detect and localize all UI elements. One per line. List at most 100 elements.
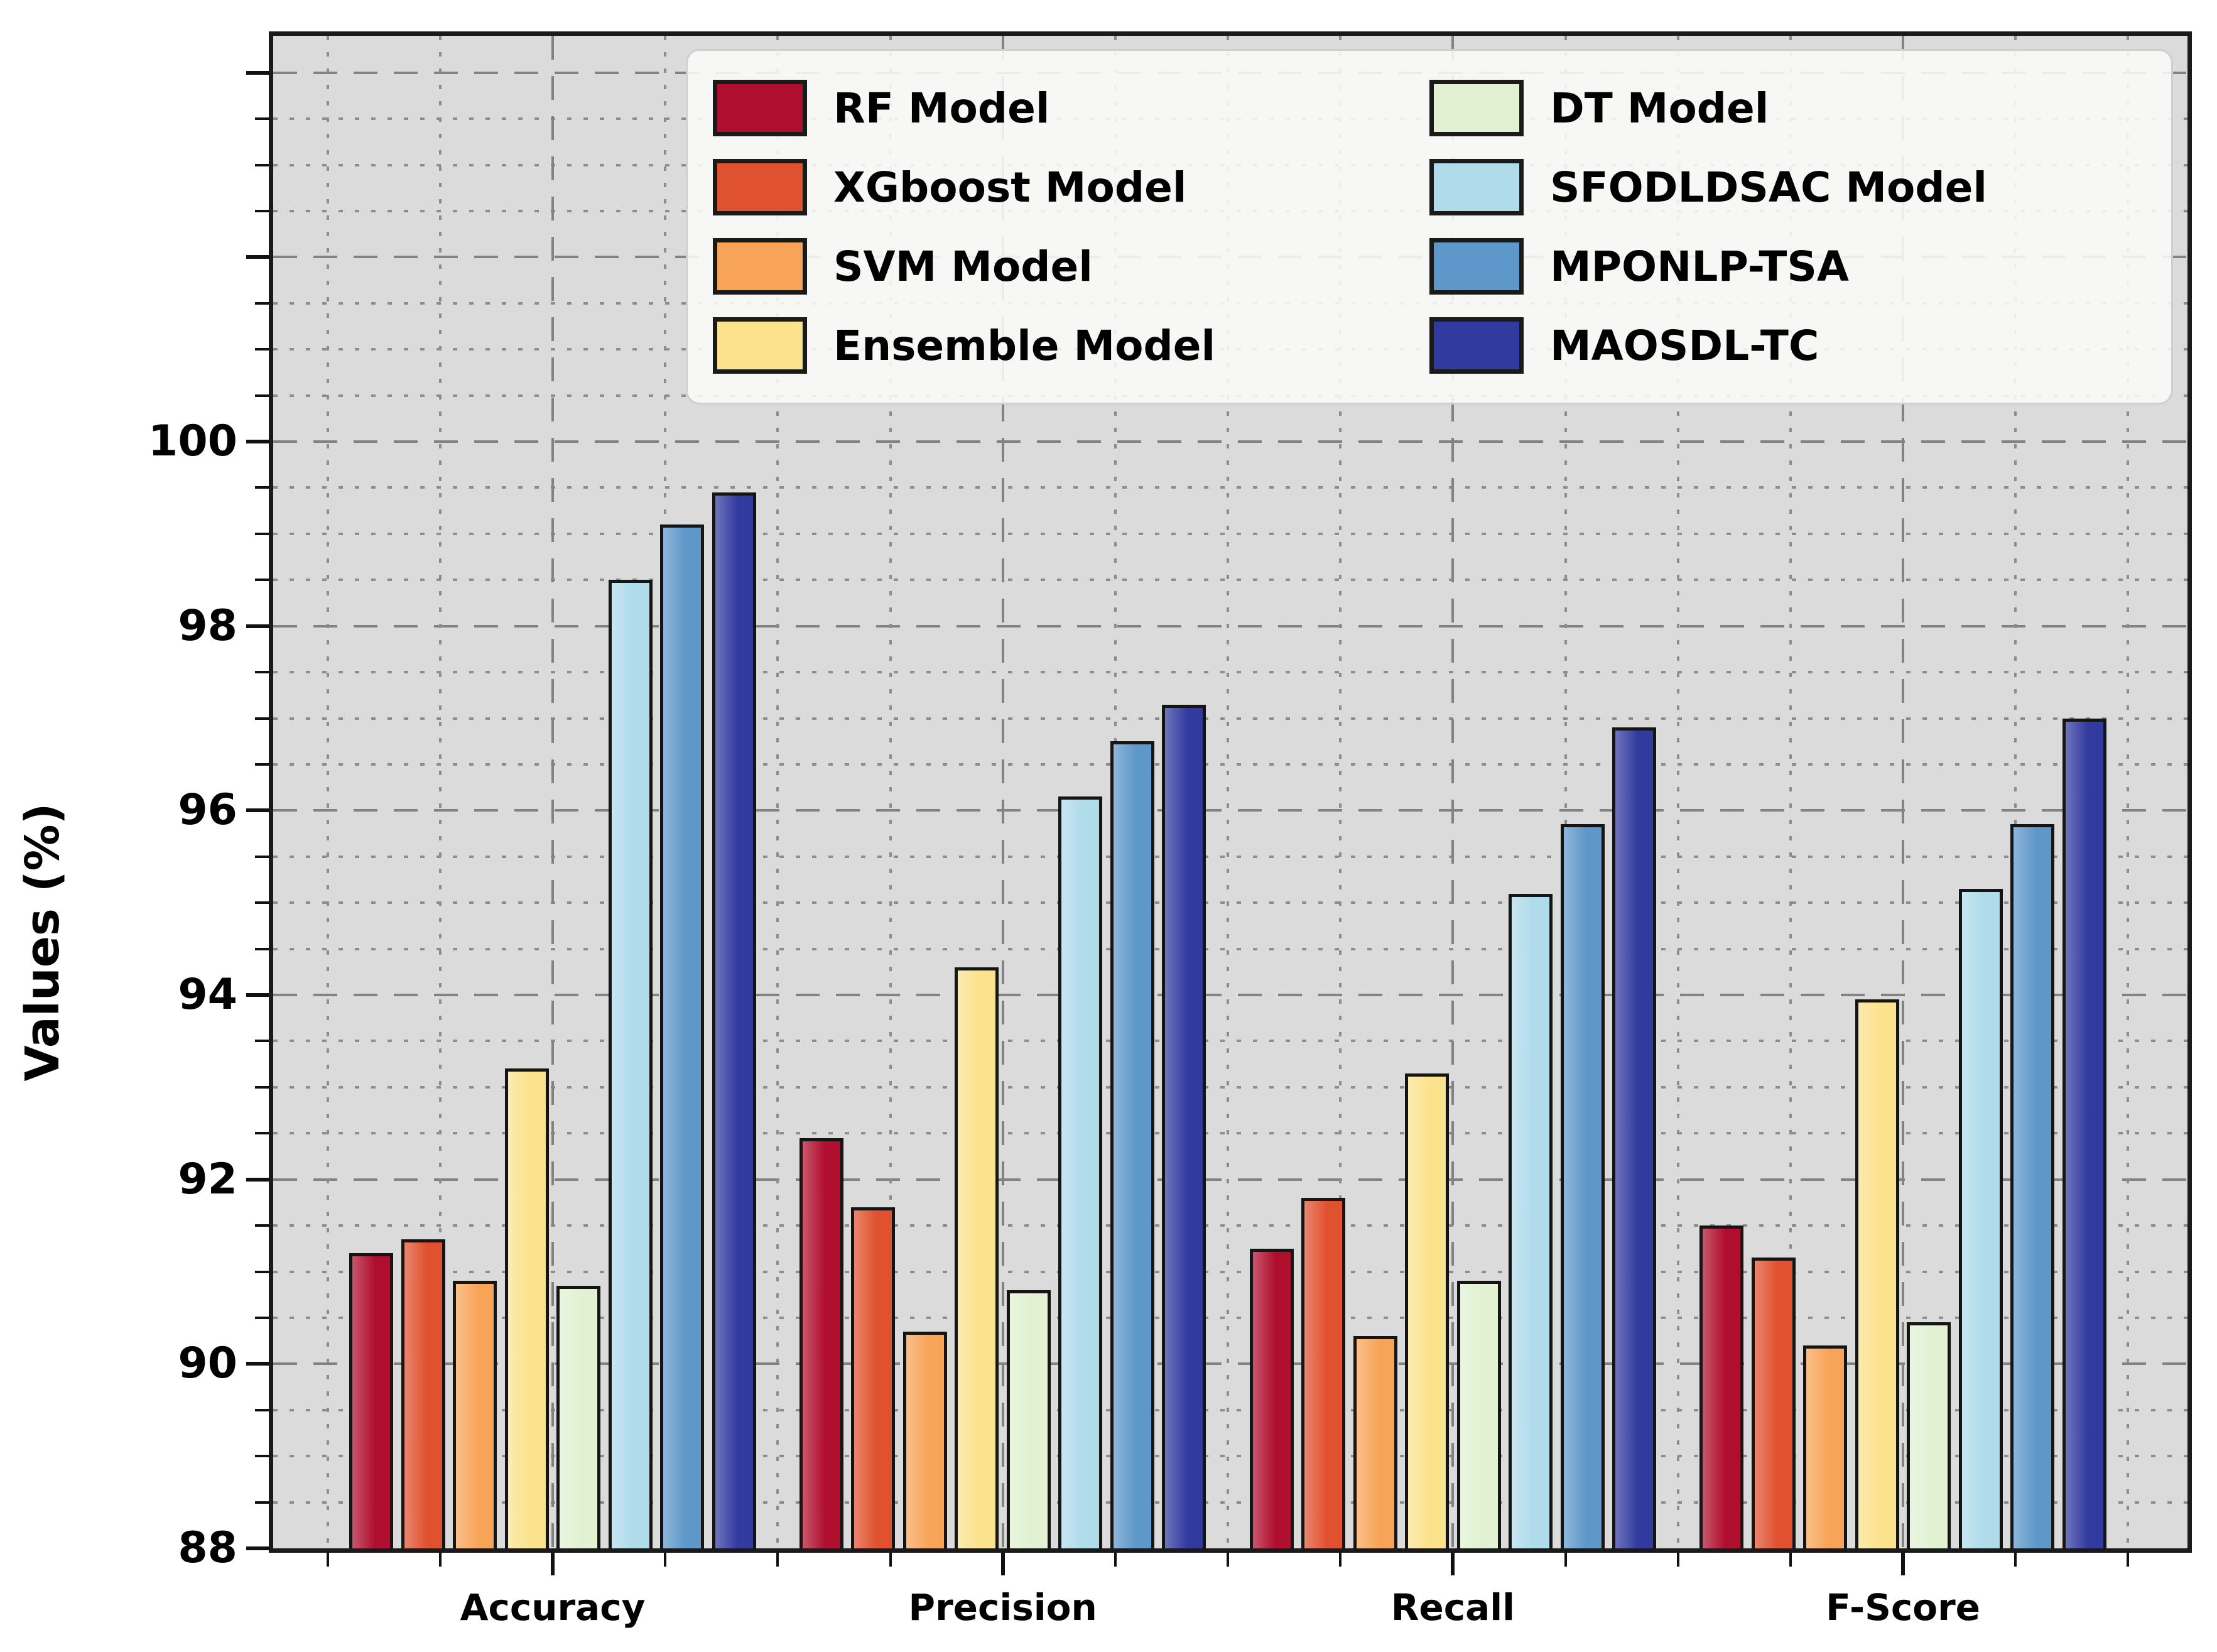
legend-item-xgboost-model: XGboost Model: [713, 148, 1429, 227]
bar-rf-model-accuracy: [349, 1253, 394, 1548]
bar-highlight: [1703, 1229, 1741, 1548]
y-axis-minor-tick: [255, 394, 269, 397]
y-tick-label: 96: [178, 785, 237, 835]
gridline-minor-horizontal: [273, 1455, 2187, 1458]
y-axis-major-tick: [246, 255, 269, 259]
gridline-minor-horizontal: [273, 1316, 2187, 1319]
bar-highlight: [1460, 1284, 1498, 1548]
legend-label: DT Model: [1550, 84, 1769, 133]
y-axis-minor-tick: [255, 1455, 269, 1458]
gridline-major-vertical: [551, 36, 554, 1548]
bar-sfodldsac-model-f-score: [1958, 889, 2003, 1548]
legend-item-sfodldsac-model: SFODLDSAC Model: [1429, 148, 2146, 227]
x-axis-minor-tick: [1676, 1553, 1679, 1567]
x-tick-label-accuracy: Accuracy: [460, 1586, 646, 1629]
legend-color-swatch: [1429, 238, 1524, 295]
bar-xgboost-model-recall: [1301, 1198, 1346, 1548]
y-axis-minor-tick: [255, 855, 269, 858]
legend-label: XGboost Model: [833, 163, 1187, 212]
gridline-minor-vertical: [889, 36, 892, 1548]
y-axis-minor-tick: [255, 717, 269, 720]
legend-label: MAOSDL-TC: [1550, 321, 1819, 370]
bar-mponlp-tsa-accuracy: [660, 524, 705, 1548]
legend-color-swatch: [1429, 317, 1524, 374]
gridline-minor-horizontal: [273, 1224, 2187, 1227]
bar-dt-model-precision: [1006, 1290, 1051, 1548]
bar-highlight: [611, 583, 649, 1548]
x-axis-major-tick: [1000, 1553, 1005, 1575]
bar-highlight: [404, 1242, 442, 1548]
gridline-minor-horizontal: [273, 486, 2187, 489]
bar-rf-model-precision: [799, 1138, 843, 1548]
gridline-minor-vertical: [1564, 36, 1567, 1548]
gridline-minor-horizontal: [273, 763, 2187, 766]
gridline-minor-horizontal: [273, 901, 2187, 905]
bar-maosdl-tc-f-score: [2062, 718, 2106, 1548]
bar-svm-model-f-score: [1803, 1345, 1848, 1548]
bar-highlight: [1061, 800, 1100, 1548]
y-axis-minor-tick: [255, 1085, 269, 1089]
gridline-minor-vertical: [1227, 36, 1230, 1548]
y-axis-minor-tick: [255, 901, 269, 905]
bar-xgboost-model-f-score: [1751, 1258, 1796, 1548]
bar-mponlp-tsa-recall: [1560, 824, 1605, 1548]
bar-highlight: [1615, 731, 1654, 1548]
bar-highlight: [352, 1256, 391, 1548]
y-tick-label: 98: [178, 600, 237, 651]
legend-color-swatch: [713, 159, 807, 215]
legend-color-swatch: [713, 317, 807, 374]
bar-highlight: [802, 1141, 840, 1548]
bar-highlight: [1858, 1003, 1896, 1548]
y-axis-title: Values (%): [16, 803, 70, 1082]
legend-color-swatch: [713, 80, 807, 136]
gridline-minor-horizontal: [273, 1132, 2187, 1135]
gridline-minor-horizontal: [273, 1501, 2187, 1504]
bar-xgboost-model-accuracy: [401, 1239, 445, 1548]
bar-highlight: [1165, 707, 1203, 1548]
y-axis-minor-tick: [255, 1270, 269, 1273]
y-axis-minor-tick: [255, 117, 269, 121]
bar-sfodldsac-model-accuracy: [608, 580, 653, 1548]
x-axis-minor-tick: [2014, 1553, 2017, 1567]
x-axis-major-tick: [551, 1553, 555, 1575]
y-axis-minor-tick: [255, 1501, 269, 1504]
gridline-major-vertical: [1451, 36, 1455, 1548]
y-tick-label: 92: [178, 1154, 237, 1204]
bar-highlight: [1754, 1261, 1792, 1548]
y-axis-major-tick: [246, 1177, 269, 1182]
x-axis-major-tick: [1451, 1553, 1455, 1575]
bar-svm-model-accuracy: [453, 1281, 497, 1548]
bar-rf-model-f-score: [1699, 1225, 1744, 1548]
x-axis-minor-tick: [889, 1553, 892, 1567]
bar-highlight: [560, 1288, 598, 1548]
legend-color-swatch: [1429, 80, 1524, 136]
y-axis-minor-tick: [255, 302, 269, 305]
legend-item-maosdl-tc: MAOSDL-TC: [1429, 306, 2146, 385]
x-axis-minor-tick: [776, 1553, 779, 1567]
x-axis-minor-tick: [1227, 1553, 1230, 1567]
bar-highlight: [1009, 1293, 1048, 1548]
y-axis-minor-tick: [255, 348, 269, 351]
gridline-minor-horizontal: [273, 947, 2187, 950]
y-axis-major-tick: [246, 808, 269, 813]
legend-item-rf-model: RF Model: [713, 68, 1429, 148]
y-axis-minor-tick: [255, 486, 269, 489]
bar-ensemble-model-precision: [955, 967, 999, 1548]
x-axis-minor-tick: [438, 1553, 442, 1567]
y-axis-major-tick: [246, 1362, 269, 1366]
gridline-major-horizontal: [273, 994, 2187, 997]
gridline-minor-horizontal: [273, 1270, 2187, 1273]
bar-xgboost-model-precision: [851, 1207, 896, 1548]
y-axis-major-tick: [246, 1546, 269, 1550]
bar-highlight: [507, 1072, 546, 1548]
y-axis-minor-tick: [255, 1040, 269, 1043]
bar-highlight: [958, 970, 996, 1548]
bar-highlight: [1512, 896, 1550, 1548]
gridline-minor-vertical: [1676, 36, 1679, 1548]
bar-dt-model-recall: [1456, 1281, 1501, 1548]
bar-maosdl-tc-precision: [1162, 704, 1206, 1548]
x-axis-minor-tick: [1114, 1553, 1117, 1567]
gridline-minor-horizontal: [273, 1085, 2187, 1089]
bar-highlight: [1563, 827, 1602, 1548]
x-tick-label-precision: Precision: [908, 1586, 1097, 1629]
